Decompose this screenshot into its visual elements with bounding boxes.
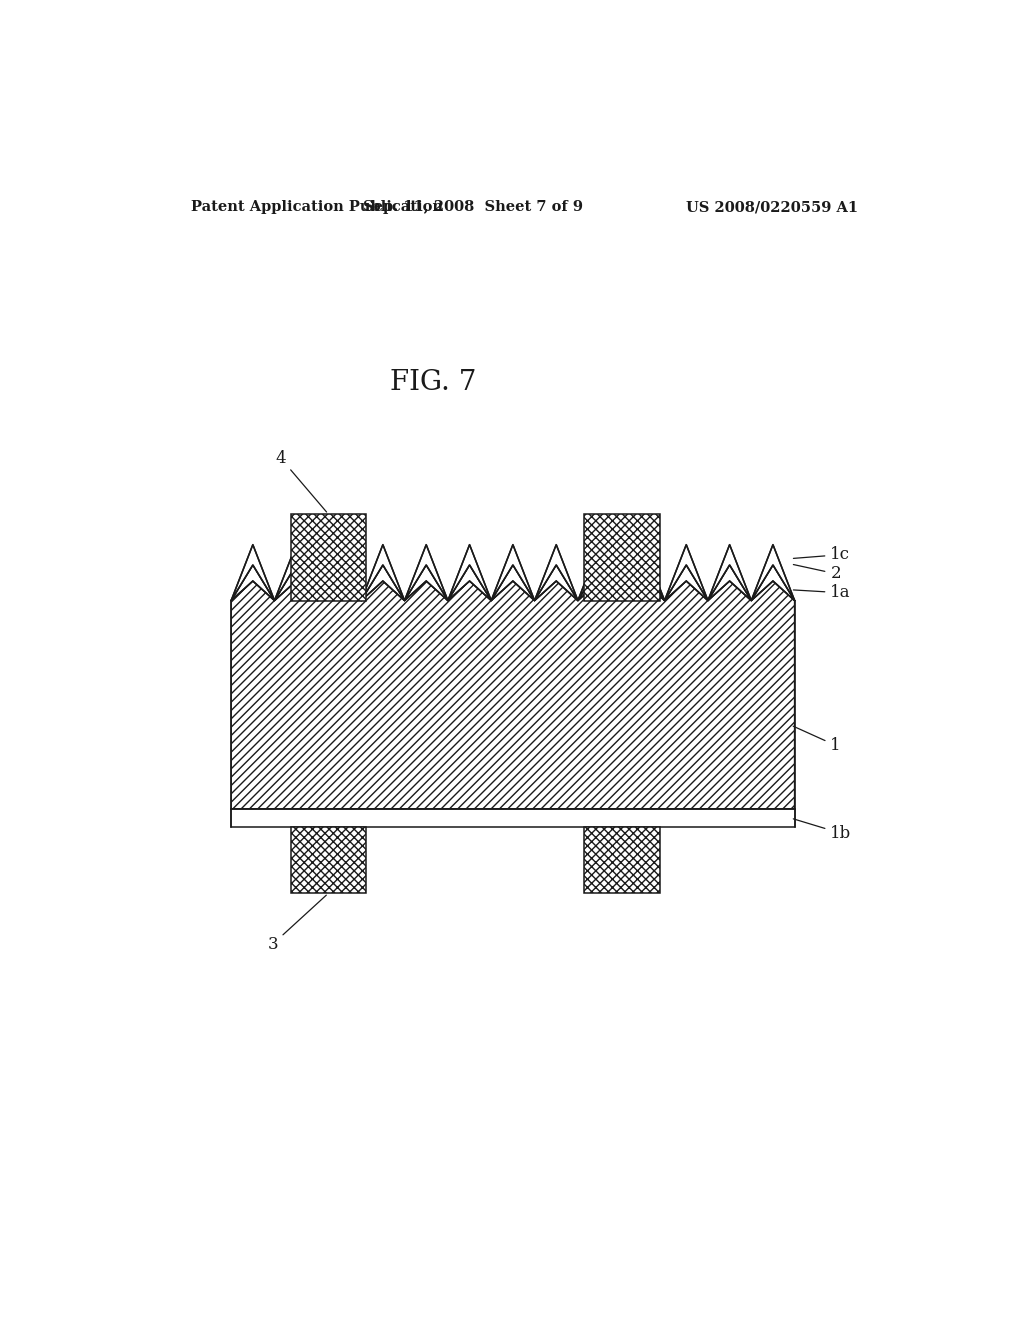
Text: 2: 2 (794, 565, 841, 582)
Bar (585, 828, 659, 894)
Bar (291, 828, 367, 894)
Polygon shape (231, 545, 795, 601)
Polygon shape (231, 581, 795, 809)
Text: 3: 3 (267, 895, 327, 953)
Text: US 2008/0220559 A1: US 2008/0220559 A1 (686, 201, 858, 214)
Text: 4: 4 (275, 450, 327, 512)
Bar (231, 809, 795, 828)
Text: 1c: 1c (794, 546, 850, 564)
Text: Patent Application Publication: Patent Application Publication (191, 201, 443, 214)
Text: FIG. 7: FIG. 7 (390, 368, 477, 396)
Bar (585, 515, 659, 601)
Text: 1b: 1b (794, 818, 852, 842)
Text: 1: 1 (794, 726, 841, 754)
Text: Sep. 11, 2008  Sheet 7 of 9: Sep. 11, 2008 Sheet 7 of 9 (364, 201, 584, 214)
Text: 1a: 1a (794, 585, 851, 601)
Bar (291, 515, 367, 601)
Polygon shape (231, 565, 795, 601)
